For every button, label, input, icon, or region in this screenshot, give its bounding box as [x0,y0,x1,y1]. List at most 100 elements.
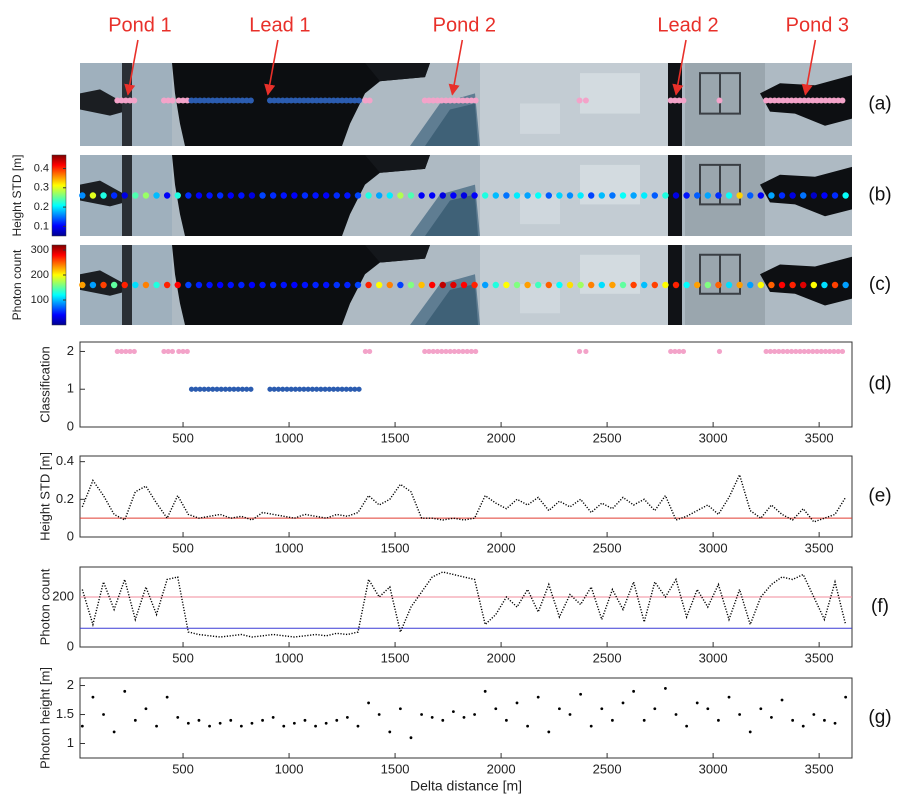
colored-point [842,192,848,198]
point [187,722,190,725]
point [219,722,222,725]
point [166,696,169,699]
colored-point [683,282,689,288]
classified-point [473,98,479,104]
colored-point [482,282,488,288]
point [155,725,158,728]
y-tick-label: 0 [67,528,74,543]
y-tick-label: 0 [67,638,74,653]
y-axis-label: Height STD [m] [37,452,52,541]
x-tick-label: 2000 [487,761,516,776]
panel-label: (f) [871,596,889,617]
colored-point [736,192,742,198]
colorbar-tick-label: 0.2 [34,201,49,213]
classified-point [248,98,254,104]
colored-point [238,282,244,288]
x-tick-label: 1000 [275,430,304,445]
y-tick-label: 0 [67,418,74,433]
colored-point [376,282,382,288]
classified-point [583,98,589,104]
colored-point [715,282,721,288]
colored-point [567,282,573,288]
colored-point [535,192,541,198]
colored-point [90,192,96,198]
colored-point [588,192,594,198]
colored-point [673,282,679,288]
colorbar-tick-label: 0.1 [34,220,49,232]
colored-point [228,192,234,198]
colored-point [153,282,159,288]
point [717,349,722,354]
panel-label: (d) [868,374,891,395]
colored-point [630,192,636,198]
colored-point [132,282,138,288]
colored-point [556,282,562,288]
x-tick-label: 1500 [381,761,410,776]
colored-point [471,192,477,198]
point [272,716,275,719]
x-tick-label: 500 [172,430,194,445]
colored-point [789,282,795,288]
point [261,719,264,722]
colorbar-label: Height STD [m] [10,154,24,236]
point [304,719,307,722]
colorbar-label: Photon count [10,249,24,320]
colored-point [800,192,806,198]
colored-point [524,282,530,288]
point [579,693,582,696]
colored-point [334,282,340,288]
classified-point [367,98,373,104]
colored-point [662,282,668,288]
point [537,696,540,699]
point [749,731,752,734]
colored-point [153,192,159,198]
colored-point [143,192,149,198]
colored-point [259,192,265,198]
x-tick-label: 1500 [381,540,410,555]
y-tick-label: 0.4 [56,453,74,468]
point [441,719,444,722]
colored-point [397,192,403,198]
colored-point [217,282,223,288]
point [367,702,370,705]
point [473,349,478,354]
point [420,713,423,716]
point [452,710,455,713]
point [102,713,105,716]
colored-point [747,192,753,198]
x-tick-label: 2000 [487,430,516,445]
colored-point [185,282,191,288]
colored-point [143,282,149,288]
colored-point [450,282,456,288]
point [92,696,95,699]
colored-point [387,282,393,288]
point [770,716,773,719]
colored-point [705,192,711,198]
colorbar [52,245,66,325]
colored-point [334,192,340,198]
point [791,719,794,722]
colored-point [800,282,806,288]
colored-point [662,192,668,198]
point [314,725,317,728]
point [176,716,179,719]
colored-point [577,192,583,198]
colored-point [206,282,212,288]
y-tick-label: 1 [67,381,74,396]
point [170,349,175,354]
colored-point [726,192,732,198]
point [431,716,434,719]
point [696,702,699,705]
colored-point [249,192,255,198]
point [781,699,784,702]
x-tick-label: 1500 [381,430,410,445]
point [834,722,837,725]
colored-point [493,282,499,288]
panel-label: (c) [869,274,891,295]
point [356,387,361,392]
colored-point [122,282,128,288]
point [229,719,232,722]
colored-point [397,282,403,288]
x-tick-label: 3000 [699,761,728,776]
colored-point [461,282,467,288]
